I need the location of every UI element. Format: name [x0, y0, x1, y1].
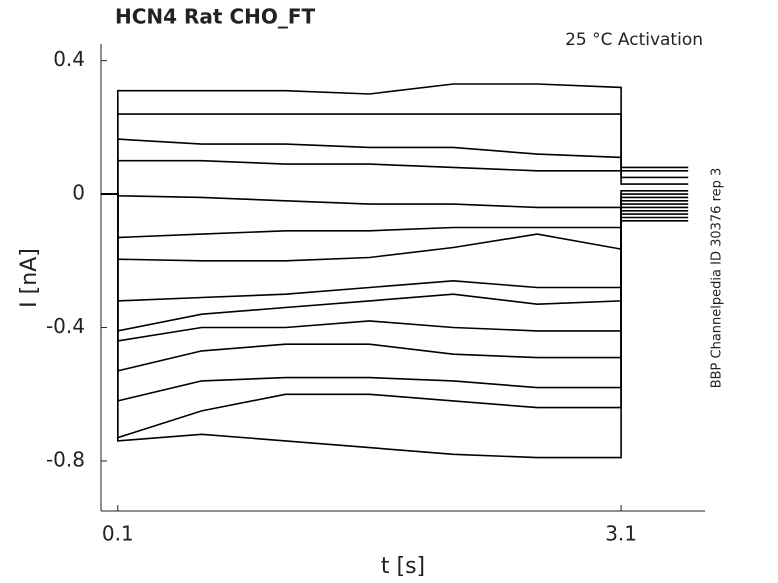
trace [101, 83, 689, 195]
trace [101, 190, 689, 209]
trace [101, 193, 689, 332]
x-tick-label: 0.1 [102, 522, 134, 546]
side-note: BBP Channelpedia ID 30376 rep 3 [710, 168, 725, 389]
y-tick-label: -0.4 [46, 314, 85, 338]
y-tick-label: 0 [72, 181, 85, 205]
y-axis-label: I [nA] [17, 248, 42, 308]
trace [101, 193, 689, 302]
trace [101, 193, 689, 342]
trace [101, 138, 689, 195]
y-tick-label: 0.4 [53, 47, 85, 71]
annotation: 25 °C Activation [565, 30, 703, 50]
x-axis-label: t [s] [381, 554, 425, 579]
chart-title: HCN4 Rat CHO_FT [115, 5, 316, 29]
trace [101, 113, 689, 195]
trace [101, 159, 689, 195]
trace [101, 193, 689, 239]
trace [101, 193, 689, 439]
y-tick-label: -0.8 [46, 447, 85, 471]
trace [101, 193, 689, 372]
trace [101, 193, 689, 459]
x-tick-label: 3.1 [605, 522, 637, 546]
